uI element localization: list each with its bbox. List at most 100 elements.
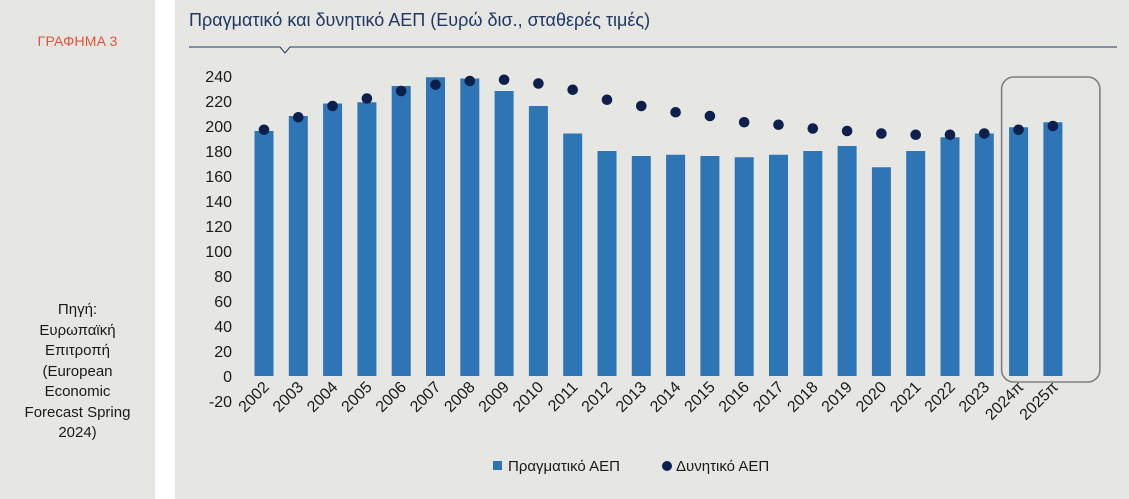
x-tick-label: 2012 — [579, 379, 616, 416]
potential-gdp-marker — [738, 116, 750, 128]
bar — [837, 146, 857, 376]
source-line: Ευρωπαϊκή — [39, 321, 116, 339]
x-tick-label: 2013 — [613, 379, 650, 416]
potential-gdp-marker — [773, 119, 784, 131]
potential-gdp-marker — [258, 124, 270, 136]
bar — [906, 151, 926, 376]
bar — [974, 133, 994, 376]
title-underline — [189, 46, 1117, 54]
source-line: (European — [42, 362, 113, 380]
bar — [734, 157, 754, 376]
potential-gdp-marker — [704, 110, 716, 122]
x-tick-label: 2017 — [750, 379, 787, 416]
bar — [871, 167, 891, 376]
source-line: 2024) — [58, 424, 97, 441]
x-tick-label: 2002 — [236, 379, 273, 416]
x-tick-label: 2020 — [853, 379, 890, 416]
bar — [563, 133, 583, 376]
y-tick-label: -20 — [209, 394, 232, 411]
bar — [597, 151, 617, 376]
chart-label: ΓΡΑΦΗΜΑ 3 — [37, 33, 118, 49]
x-tick-label: 2010 — [510, 379, 547, 416]
y-tick-label: 220 — [205, 94, 232, 111]
x-tick-label: 2018 — [784, 379, 821, 416]
x-tick-label: 2019 — [819, 379, 856, 416]
bar — [391, 86, 411, 376]
x-tick-label: 2003 — [270, 379, 307, 416]
x-tick-label: 2006 — [373, 379, 410, 416]
y-tick-label: 60 — [214, 294, 232, 311]
source-line: Πηγή: — [57, 301, 98, 318]
potential-gdp-marker — [979, 128, 990, 139]
y-tick-label: 180 — [205, 144, 232, 161]
y-tick-label: 80 — [214, 269, 232, 286]
y-tick-label: 40 — [214, 319, 232, 336]
bar — [700, 156, 720, 376]
forecast-highlight-box — [1000, 76, 1101, 383]
y-tick-label: 240 — [205, 69, 232, 86]
potential-gdp-marker — [601, 94, 613, 106]
bar — [323, 103, 343, 376]
y-tick-label: 20 — [214, 344, 232, 361]
potential-gdp-marker — [567, 84, 578, 96]
left-panel — [0, 0, 155, 499]
potential-gdp-marker — [807, 123, 819, 134]
x-tick-label: 2004 — [304, 379, 341, 416]
potential-gdp-marker — [670, 106, 681, 118]
potential-gdp-marker — [1013, 124, 1024, 136]
legend-label-actual: Πραγματικό ΑΕΠ — [508, 458, 620, 475]
x-tick-label: 2021 — [887, 379, 924, 416]
source-line: Economic — [44, 383, 111, 400]
chart-title: Πραγματικό και δυνητικό ΑΕΠ (Ευρώ δισ., … — [189, 10, 651, 30]
x-tick-label: 2009 — [476, 379, 513, 416]
bar — [803, 151, 823, 376]
bar — [494, 91, 514, 376]
source-line: Forecast Spring — [24, 403, 131, 421]
potential-gdp-marker — [498, 74, 510, 86]
bar — [769, 154, 788, 376]
x-tick-label: 2016 — [716, 379, 753, 416]
potential-gdp-marker — [293, 111, 304, 123]
x-tick-label: 2015 — [682, 379, 719, 416]
legend-swatch-potential — [662, 461, 672, 471]
source-line: Επιτροπή — [45, 342, 110, 359]
y-tick-label: 200 — [205, 119, 232, 136]
bar — [1009, 127, 1029, 376]
potential-gdp-marker — [876, 128, 887, 139]
potential-gdp-marker — [841, 125, 853, 137]
bar — [254, 131, 274, 376]
potential-gdp-marker — [533, 78, 544, 89]
potential-gdp-marker — [944, 129, 956, 141]
potential-gdp-marker — [430, 79, 441, 91]
y-tick-label: 120 — [205, 219, 232, 236]
bar — [666, 154, 686, 376]
legend-label-potential: Δυνητικό ΑΕΠ — [676, 458, 769, 475]
potential-gdp-marker — [636, 100, 647, 112]
bar — [1043, 122, 1063, 376]
potential-gdp-marker — [1047, 120, 1059, 132]
potential-gdp-marker — [910, 129, 921, 141]
bar — [528, 106, 548, 376]
x-tick-label: 2005 — [339, 379, 376, 416]
bar — [940, 137, 960, 376]
x-tick-label: 2022 — [922, 379, 959, 416]
x-tick-label: 2011 — [545, 379, 581, 415]
potential-gdp-marker — [395, 85, 407, 97]
potential-gdp-marker — [464, 75, 476, 87]
bar — [357, 102, 377, 376]
bar — [426, 77, 445, 376]
source-note: Πηγή: Ευρωπαϊκή Επιτροπή (European Econo… — [0, 300, 155, 444]
legend-swatch-actual — [493, 461, 502, 470]
potential-gdp-marker — [327, 100, 338, 112]
x-tick-label: 2025π — [1017, 379, 1062, 424]
x-tick-label: 2008 — [441, 379, 478, 416]
bar — [460, 78, 480, 376]
y-tick-label: 140 — [205, 194, 232, 211]
y-tick-label: 160 — [205, 169, 232, 186]
x-tick-label: 2014 — [647, 379, 684, 416]
y-tick-label: 100 — [205, 244, 232, 261]
potential-gdp-marker — [361, 93, 373, 104]
bar — [288, 116, 308, 376]
bar — [631, 156, 651, 376]
